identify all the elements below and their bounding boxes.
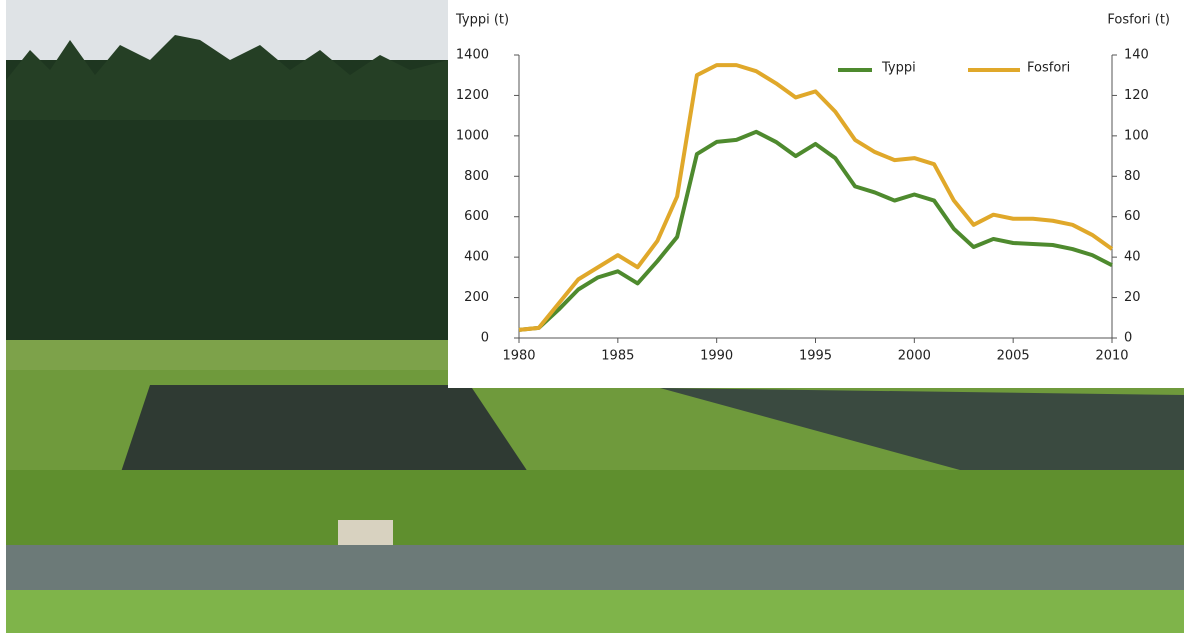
y2-tick-label: 80 xyxy=(1124,169,1141,184)
x-tick-label: 1980 xyxy=(502,349,535,364)
y-tick-label: 1200 xyxy=(456,88,489,103)
y2-tick-label: 0 xyxy=(1124,331,1132,346)
y2-tick-label: 60 xyxy=(1124,209,1141,224)
legend-label: Fosfori xyxy=(1027,61,1070,76)
chart-panel xyxy=(448,0,1184,388)
page: Typpi (t) Fosfori (t) 020040060080010001… xyxy=(0,0,1184,633)
y-tick-label: 400 xyxy=(464,250,489,265)
y-tick-label: 800 xyxy=(464,169,489,184)
y-tick-label: 0 xyxy=(481,331,489,346)
y-axis-title: Typpi (t) xyxy=(455,13,509,28)
x-tick-label: 2000 xyxy=(898,349,931,364)
y2-tick-label: 120 xyxy=(1124,88,1149,103)
y-tick-label: 1400 xyxy=(456,48,489,63)
y-tick-label: 1000 xyxy=(456,128,489,143)
y-tick-label: 200 xyxy=(464,290,489,305)
y-tick-label: 600 xyxy=(464,209,489,224)
y2-tick-label: 100 xyxy=(1124,128,1149,143)
y2-tick-label: 140 xyxy=(1124,48,1149,63)
x-tick-label: 1990 xyxy=(700,349,733,364)
y2-tick-label: 40 xyxy=(1124,250,1141,265)
x-tick-label: 1995 xyxy=(799,349,832,364)
x-tick-label: 2005 xyxy=(997,349,1030,364)
y2-axis-title: Fosfori (t) xyxy=(1107,13,1170,28)
x-tick-label: 2010 xyxy=(1095,349,1128,364)
legend-label: Typpi xyxy=(881,61,916,76)
y2-tick-label: 20 xyxy=(1124,290,1141,305)
x-tick-label: 1985 xyxy=(601,349,634,364)
